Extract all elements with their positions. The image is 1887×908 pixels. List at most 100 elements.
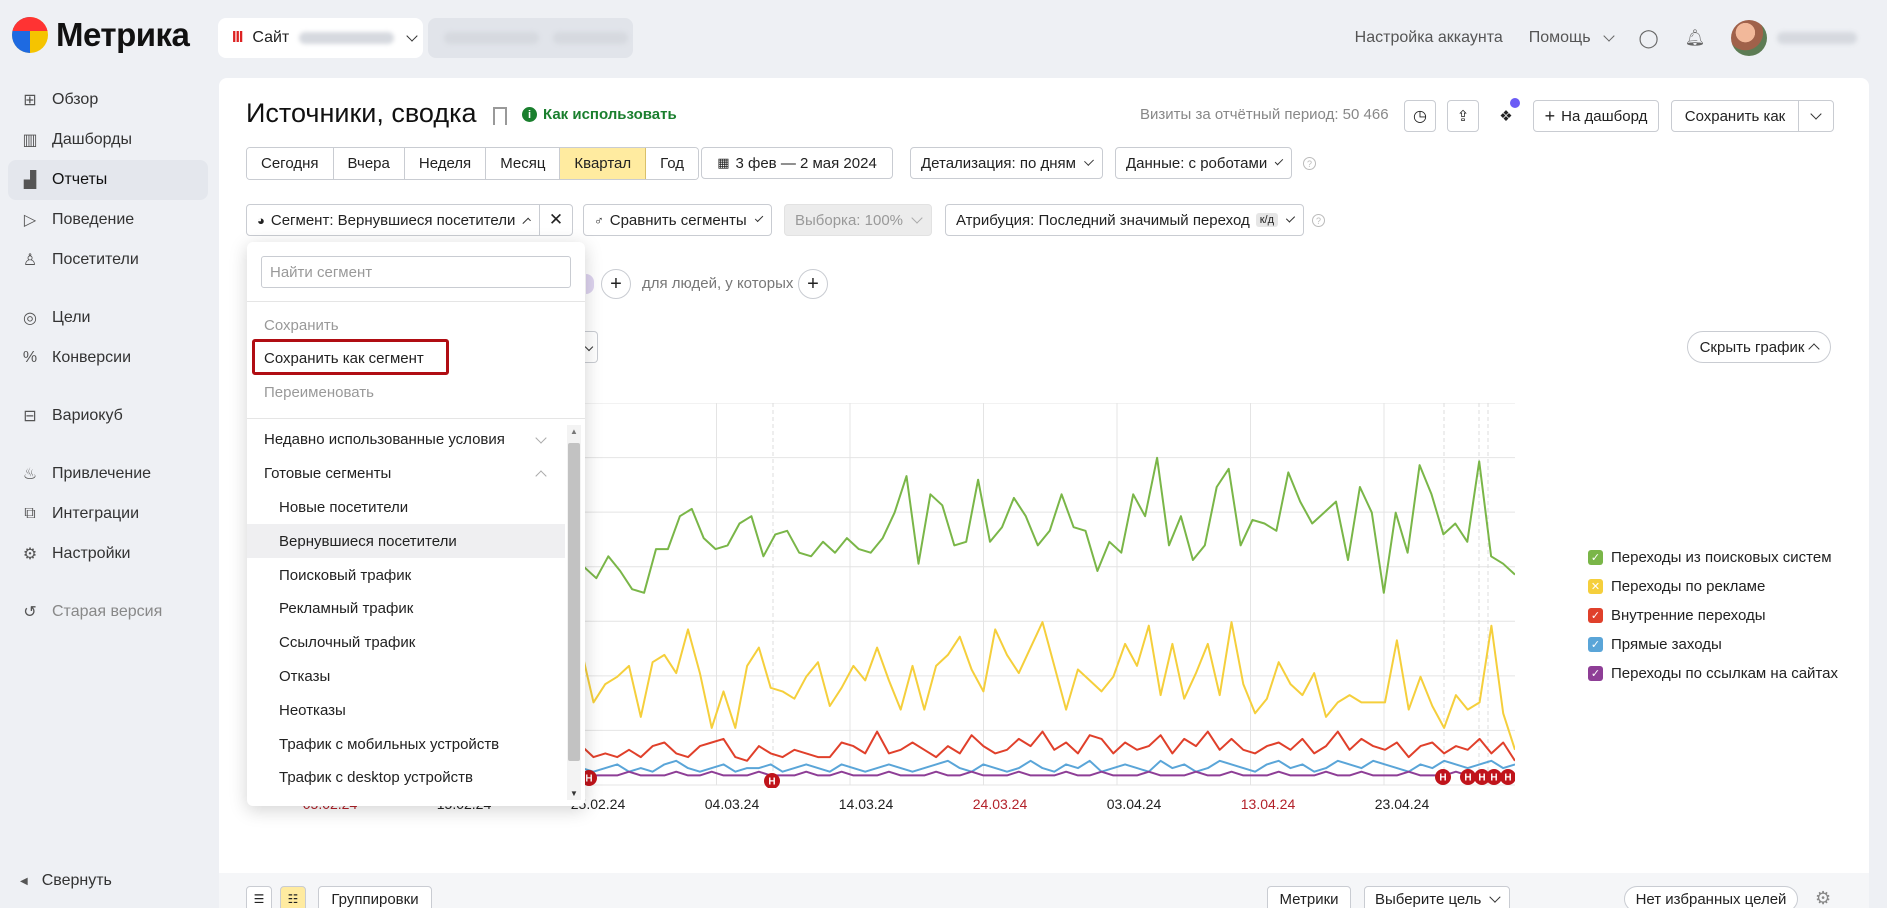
sidebar-item-integrations[interactable]: ⧉ Интеграции [8,494,208,534]
favorite-goals-button[interactable]: Нет избранных целей [1624,886,1798,908]
x-tick-label: 13.04.24 [1240,796,1296,812]
scroll-up-icon[interactable]: ▲ [570,427,578,436]
save-as-segment-action[interactable]: Сохранить как сегмент [264,350,424,367]
counter-selector[interactable] [428,18,633,58]
help-icon[interactable]: ? [1312,214,1325,227]
svg-text:Н: Н [1504,773,1511,784]
annotation-marker[interactable]: Н [1435,769,1451,785]
account-settings-link[interactable]: Настройка аккаунта [1354,29,1503,46]
tab-today[interactable]: Сегодня [247,148,334,179]
attribution-select[interactable]: Атрибуция: Последний значимый переход к/… [945,204,1304,236]
site-selector[interactable]: III Сайт [218,18,423,58]
scroll-down-icon[interactable]: ▼ [570,789,578,798]
sidebar-item-overview[interactable]: ⊞ Обзор [8,80,208,120]
save-as-menu-button[interactable] [1798,100,1834,132]
annotation-marker[interactable]: Н [1486,769,1502,785]
sidebar-item-acquisition[interactable]: ♨ Привлечение [8,454,208,494]
chevron-down-icon [535,432,547,444]
help-icon[interactable]: ? [1303,157,1316,170]
list-item[interactable]: Рекламный трафик [279,600,414,618]
cube-icon: ⊟ [23,408,37,425]
legend-item-internal[interactable]: ✓ Внутренние переходы [1588,601,1838,630]
sidebar-item-label: Посетители [52,251,139,268]
tab-quarter[interactable]: Квартал [560,148,647,179]
condition-people-label: для людей, у которых [642,275,794,292]
view-tree-button[interactable]: ☷ [280,886,306,908]
bookmark-icon[interactable] [493,107,507,125]
sidebar-item-reports[interactable]: ▟ Отчеты [8,160,208,200]
clear-segment-button[interactable]: ✕ [539,204,573,236]
account-menu[interactable] [1731,20,1857,56]
data-mode-select[interactable]: Данные: с роботами [1115,147,1292,179]
legend-item-links[interactable]: ✓ Переходы по ссылкам на сайтах [1588,659,1838,688]
app-logo[interactable]: Метрика [12,16,190,54]
view-list-button[interactable]: ☰ [246,886,272,908]
list-item[interactable]: Вернувшиеся посетители [247,524,565,559]
compare-segments-label: Сравнить сегменты [609,211,747,229]
sidebar-item-label: Настройки [52,545,131,562]
group-label: Недавно использованные условия [264,431,505,449]
add-condition-button[interactable]: + [601,269,631,299]
data-mode-label: Данные: с роботами [1126,154,1268,172]
annotation-marker[interactable]: Н [581,770,597,786]
gear-icon: ⚙ [22,546,38,563]
tab-week[interactable]: Неделя [404,148,487,179]
scrollbar-thumb[interactable] [568,443,580,761]
export-button[interactable]: ⇪ [1447,100,1479,132]
hide-chart-button[interactable]: Скрыть график [1687,331,1831,363]
tab-yesterday[interactable]: Вчера [333,148,405,179]
annotation-marker[interactable]: Н [1500,769,1515,785]
sidebar-item-settings[interactable]: ⚙ Настройки [8,534,208,574]
list-item[interactable]: Трафик с мобильных устройств [279,735,500,753]
legend-item-direct[interactable]: ✓ Прямые заходы [1588,630,1838,659]
add-people-condition-button[interactable]: + [798,269,828,299]
legend-item-search[interactable]: ✓ Переходы из поисковых систем [1588,543,1838,572]
segment-button[interactable]: ◕ Сегмент: Вернувшиеся посетители [246,204,540,236]
segment-search-input[interactable] [261,256,571,288]
annotation-marker[interactable]: Н [1460,769,1476,785]
tab-year[interactable]: Год [646,148,699,179]
how-to-use-link[interactable]: i Как использовать [522,106,677,123]
sidebar-item-visitors[interactable]: ♙ Посетители [8,240,208,280]
grid-icon: ⊞ [23,92,37,109]
sidebar-item-behavior[interactable]: ▷ Поведение [8,200,208,240]
group-recent-conditions[interactable]: Недавно использованные условия [247,423,565,457]
groupings-button[interactable]: Группировки [318,886,432,908]
list-item[interactable]: Отказы [279,667,331,685]
bell-icon[interactable]: 🔔︎ [1684,30,1705,47]
goal-select[interactable]: Выберите цель [1364,886,1510,908]
sidebar-collapse-button[interactable]: ◀ Свернуть [20,872,112,890]
tab-month[interactable]: Месяц [486,148,561,179]
list-item[interactable]: Новые посетители [279,498,409,516]
gear-icon[interactable]: ⚙ [1815,888,1832,908]
detail-select[interactable]: Детализация: по дням [910,147,1103,179]
chart-type-select-edge[interactable] [580,331,598,363]
x-tick-label: 04.03.24 [704,796,760,812]
history-button[interactable]: ◷ [1404,100,1436,132]
ai-assistant-button[interactable]: ❖ [1490,98,1522,132]
add-to-dashboard-button[interactable]: + На дашборд [1533,100,1659,132]
sidebar-item-old-version[interactable]: ↺ Старая версия [8,592,208,632]
help-menu[interactable]: Помощь [1529,29,1615,47]
group-ready-segments[interactable]: Готовые сегменты [247,457,565,491]
list-item[interactable]: Ссылочный трафик [279,634,416,652]
sidebar-item-conversions[interactable]: % Конверсии [8,338,208,378]
save-as-button[interactable]: Сохранить как [1671,100,1799,132]
svg-text:Н: Н [1490,773,1497,784]
annotation-marker[interactable]: Н [764,773,780,788]
metrics-button[interactable]: Метрики [1267,886,1351,908]
list-item[interactable]: Неотказы [279,701,346,719]
highlight-box [252,339,449,375]
chat-icon[interactable]: ◯ [1638,27,1659,48]
scrollbar[interactable]: ▲ ▼ [567,425,581,800]
list-item[interactable]: Поисковый трафик [279,566,412,584]
sidebar-item-goals[interactable]: ◎ Цели [8,298,208,338]
sidebar-item-dashboards[interactable]: ▥ Дашборды [8,120,208,160]
legend-item-ads[interactable]: ✕ Переходы по рекламе [1588,572,1838,601]
sidebar-item-variocube[interactable]: ⊟ Вариокуб [8,396,208,436]
list-item[interactable]: Трафик с desktop устройств [279,769,473,787]
compare-segments-button[interactable]: ♂ Сравнить сегменты [583,204,772,236]
annotation-marker[interactable]: Н [1474,769,1490,785]
date-range-picker[interactable]: ▦ 3 фев — 2 мая 2024 [701,147,893,179]
